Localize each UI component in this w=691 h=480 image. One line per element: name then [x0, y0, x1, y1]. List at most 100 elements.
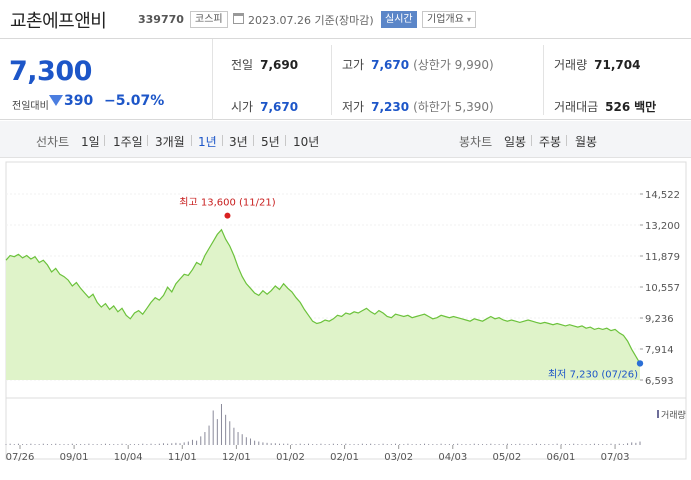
volume-bar	[249, 438, 251, 445]
volume-bar	[482, 444, 484, 445]
volume-bar	[42, 443, 44, 445]
separator	[222, 135, 223, 146]
volume-bar	[424, 443, 426, 445]
volume-bar	[627, 443, 629, 445]
volume-bar	[158, 443, 160, 445]
volume-bar	[515, 444, 517, 445]
period-1d[interactable]: 1일	[81, 135, 100, 149]
company-info-button[interactable]: 기업개요 ▾	[422, 11, 477, 28]
volume-bar	[262, 442, 264, 445]
y-tick-label: 7,914	[645, 345, 674, 356]
volume-bar	[187, 441, 189, 445]
volume-bar	[457, 443, 459, 445]
volume-bar	[511, 444, 513, 445]
volume-bar	[92, 444, 94, 445]
period-3m[interactable]: 3개월	[155, 135, 185, 149]
x-tick-label: 04/03	[438, 452, 467, 463]
volume-bar	[5, 444, 7, 445]
volume-bar	[349, 444, 351, 445]
x-tick-label: 06/01	[547, 452, 576, 463]
volume-bar	[84, 444, 86, 445]
period-10y[interactable]: 10년	[293, 135, 320, 149]
volume-bar	[80, 444, 82, 445]
volume-bar	[602, 444, 604, 445]
volume-bar	[631, 442, 633, 445]
trade-value: 526	[605, 100, 631, 114]
period-1w[interactable]: 1주일	[113, 135, 143, 149]
trade-value-unit: 백만	[634, 100, 657, 114]
volume-bar	[274, 443, 276, 445]
separator	[104, 135, 105, 146]
stock-code: 339770	[138, 13, 184, 26]
volume-bar	[341, 444, 343, 445]
volume-bar	[142, 443, 144, 445]
volume-bar	[196, 440, 198, 445]
volume-bar	[535, 443, 537, 445]
period-3y[interactable]: 3년	[229, 135, 248, 149]
candle-weekly[interactable]: 주봉	[539, 135, 562, 149]
period-5y[interactable]: 5년	[261, 135, 280, 149]
trade-value-label: 거래대금	[554, 100, 599, 114]
volume-bar	[200, 436, 202, 445]
volume-bar	[22, 444, 24, 445]
volume-bar	[96, 444, 98, 445]
volume-bar	[382, 443, 384, 445]
separator	[191, 135, 192, 146]
volume-bar	[104, 443, 106, 445]
volume-bar	[432, 444, 434, 445]
period-1y[interactable]: 1년	[198, 135, 217, 149]
market-badge: 코스피	[190, 11, 228, 28]
x-tick-label: 05/02	[492, 452, 521, 463]
separator	[147, 135, 148, 146]
volume-bar	[548, 444, 550, 445]
volume-bar	[527, 444, 529, 445]
volume-bar	[581, 444, 583, 445]
low-annotation: 최저 7,230 (07/26)	[548, 368, 638, 380]
volume-bar	[212, 410, 214, 445]
candle-monthly[interactable]: 월봉	[575, 135, 598, 149]
volume-bar	[46, 444, 48, 445]
volume-bar	[560, 444, 562, 445]
volume-bar	[419, 444, 421, 445]
separator	[566, 135, 567, 146]
volume-bar	[622, 444, 624, 445]
volume-bar	[63, 444, 65, 445]
volume-bar	[183, 442, 185, 445]
volume-bar	[469, 444, 471, 445]
volume-bar	[415, 444, 417, 445]
volume-bar	[59, 444, 61, 445]
volume-bar	[237, 432, 239, 445]
volume-bar	[129, 444, 131, 445]
realtime-button[interactable]: 실시간	[381, 11, 417, 28]
separator	[285, 135, 286, 146]
volume-bar	[229, 421, 231, 445]
volume-bar	[436, 444, 438, 445]
volume-bar	[75, 444, 77, 445]
y-tick-label: 10,557	[645, 283, 680, 294]
volume-bar	[585, 444, 587, 445]
price-chart[interactable]: 14,522 13,200 11,879 10,557 9,236 7,914 6,593 최…	[0, 158, 691, 480]
prev-close-value: 7,690	[260, 58, 299, 72]
volume-bar	[635, 442, 637, 445]
volume-bar	[506, 443, 508, 445]
volume-bar	[345, 443, 347, 445]
volume-cell: 거래량 71,704	[554, 56, 640, 73]
volume-bar	[390, 444, 392, 445]
x-tick-label: 07/26	[6, 452, 35, 463]
low-marker	[636, 360, 644, 367]
volume-bar	[241, 434, 243, 445]
candle-daily[interactable]: 일봉	[504, 135, 527, 149]
y-tick-label: 6,593	[645, 376, 674, 387]
volume-bar	[498, 444, 500, 445]
volume-bar	[589, 444, 591, 445]
down-triangle-icon	[49, 95, 63, 106]
trade-value-cell: 거래대금 526 백만	[554, 98, 656, 115]
price-area	[6, 229, 640, 380]
volume-bar	[573, 443, 575, 445]
volume-bar	[109, 444, 111, 445]
volume-bar	[486, 444, 488, 445]
volume-bar	[225, 414, 227, 445]
volume-bar	[283, 443, 285, 445]
volume-bar	[26, 444, 28, 445]
volume-bar	[370, 443, 372, 445]
